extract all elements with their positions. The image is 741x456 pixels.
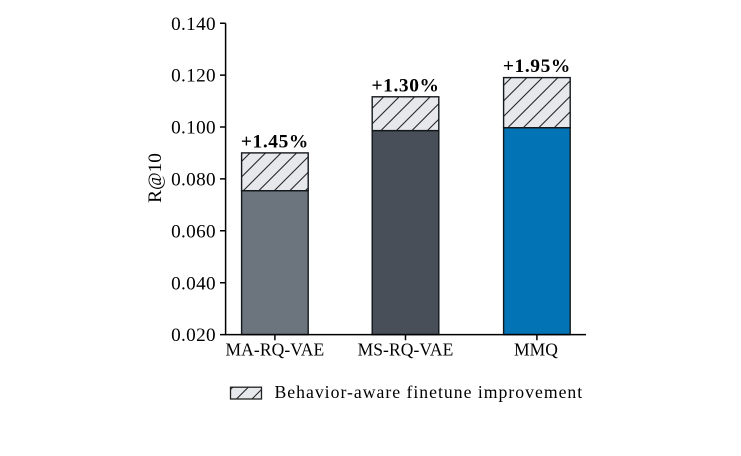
- svg-text:Behavior-aware finetune improv: Behavior-aware finetune improvement: [275, 382, 584, 402]
- svg-text:0.060: 0.060: [171, 221, 216, 242]
- svg-text:R@10: R@10: [145, 153, 166, 203]
- svg-text:0.100: 0.100: [171, 118, 216, 139]
- svg-text:0.120: 0.120: [171, 66, 216, 87]
- svg-text:0.020: 0.020: [171, 325, 216, 346]
- svg-text:+1.95%: +1.95%: [503, 56, 571, 77]
- svg-text:+1.30%: +1.30%: [372, 76, 440, 97]
- svg-text:0.080: 0.080: [171, 170, 216, 191]
- svg-text:MMQ: MMQ: [514, 339, 558, 359]
- svg-text:0.140: 0.140: [171, 14, 216, 35]
- svg-text:0.040: 0.040: [171, 273, 216, 294]
- svg-text:MS-RQ-VAE: MS-RQ-VAE: [358, 339, 454, 359]
- svg-text:+1.45%: +1.45%: [241, 132, 309, 153]
- svg-text:MA-RQ-VAE: MA-RQ-VAE: [226, 339, 325, 359]
